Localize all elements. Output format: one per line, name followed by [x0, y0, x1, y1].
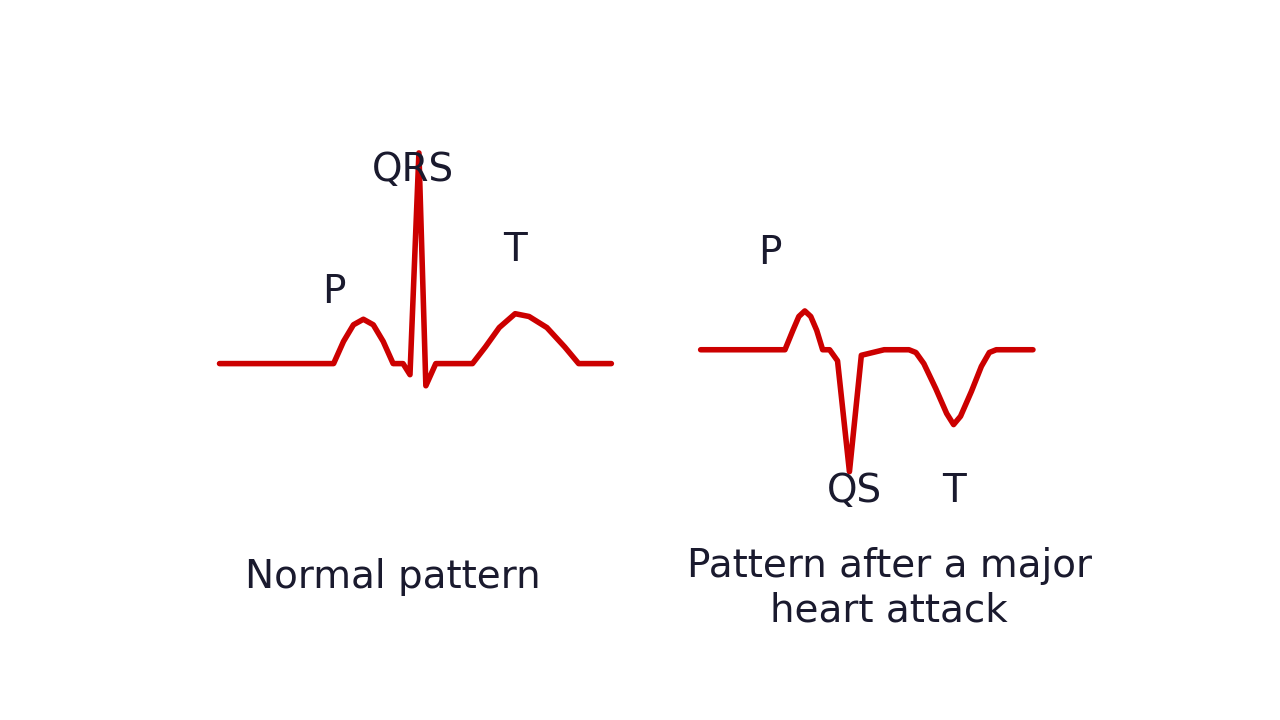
- Text: QS: QS: [827, 472, 882, 510]
- Text: T: T: [503, 231, 527, 269]
- Text: QRS: QRS: [372, 151, 454, 189]
- Text: Pattern after a major
heart attack: Pattern after a major heart attack: [686, 547, 1092, 629]
- Text: P: P: [321, 273, 346, 311]
- Text: T: T: [942, 472, 965, 510]
- Text: P: P: [758, 234, 782, 272]
- Text: Normal pattern: Normal pattern: [246, 558, 541, 596]
